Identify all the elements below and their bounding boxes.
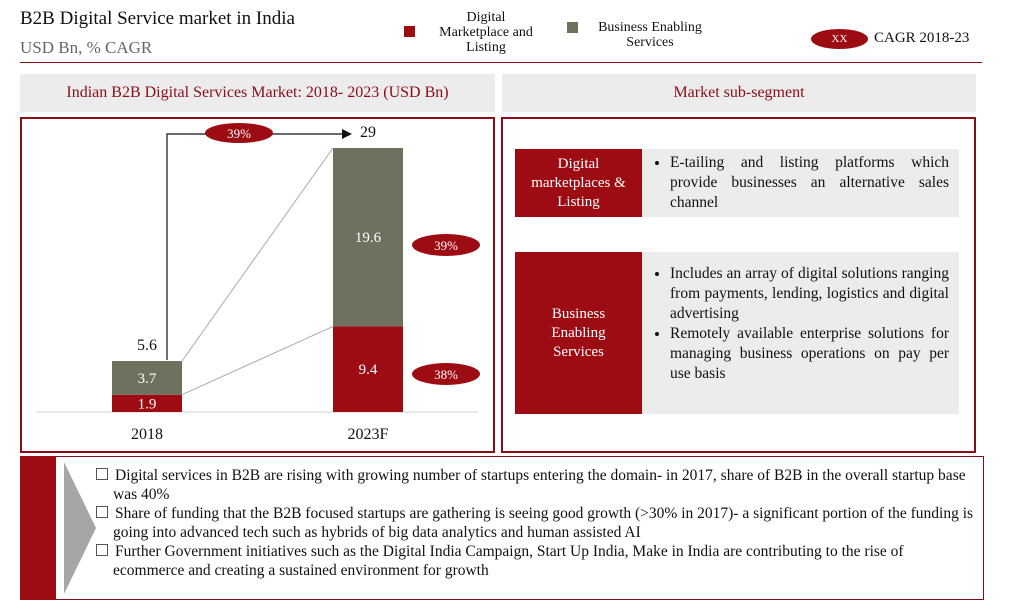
total-cagr-oval (205, 123, 273, 143)
bar-value-label: 19.6 (355, 230, 382, 246)
segment-bullet: Includes an array of digital solutions r… (670, 264, 949, 324)
segment-description-enabling: Includes an array of digital solutions r… (642, 252, 959, 414)
legend-label-enabling: Business Enabling Services (598, 20, 702, 50)
checkbox-square-icon (96, 468, 108, 481)
legend-swatch-marketplace (404, 26, 415, 37)
cagr-legend-label: CAGR 2018-23 (874, 30, 970, 46)
x-tick-label: 2018 (131, 426, 163, 443)
header-divider (20, 62, 982, 63)
connector-line (181, 147, 334, 362)
checkbox-square-icon (96, 506, 108, 519)
takeaway-item: Share of funding that the B2B focused st… (96, 504, 976, 542)
chart-panel-title: Indian B2B Digital Services Market: 2018… (20, 74, 495, 112)
bar-total-label: 5.6 (137, 337, 157, 354)
series-cagr-label: 39% (434, 238, 458, 253)
bar-segment (333, 326, 403, 412)
segment-description-marketplaces: E-tailing and listing platforms which pr… (642, 149, 959, 217)
segment-frame (501, 117, 976, 453)
segment-panel-title: Market sub-segment (502, 74, 976, 112)
bar-total-label: 29 (360, 124, 376, 141)
connector-line (181, 325, 334, 396)
takeaway-item: Further Government initiatives such as t… (96, 542, 976, 580)
bar-segment (333, 148, 403, 327)
checkbox-square-icon (96, 544, 108, 557)
takeaways-accent-bar (20, 456, 56, 600)
cagr-arrow-line (166, 133, 342, 361)
stacked-bar-chart: 1.9 3.7 5.6 2018 9.4 19.6 29 2023F 39% 39% 38% (36, 123, 480, 443)
takeaways-list: Digital services in B2B are rising with … (96, 466, 976, 580)
segment-label-enabling: Business Enabling Services (515, 252, 642, 414)
series-cagr-oval (412, 234, 480, 256)
bar-segment (112, 394, 182, 412)
segment-bullet: Remotely available enterprise solutions … (670, 324, 949, 384)
bar-value-label: 9.4 (359, 362, 378, 378)
bar-segment (112, 361, 182, 395)
legend-label-marketplace: Digital Marketplace and Listing (439, 10, 533, 55)
page-subtitle: USD Bn, % CAGR (20, 38, 153, 57)
x-tick-label: 2023F (348, 426, 389, 443)
arrow-head-icon (342, 129, 352, 139)
bar-value-label: 1.9 (138, 396, 157, 412)
segment-bullet: E-tailing and listing platforms which pr… (670, 153, 949, 213)
series-cagr-label: 38% (434, 367, 458, 382)
segment-label-marketplaces: Digital marketplaces & Listing (515, 149, 642, 217)
page-title: B2B Digital Service market in India (20, 8, 295, 29)
total-cagr-label: 39% (227, 126, 251, 141)
cagr-badge: XX (811, 29, 868, 49)
chevron-right-icon (64, 462, 96, 594)
series-cagr-oval (412, 363, 480, 385)
chart-frame (20, 117, 495, 453)
legend-swatch-enabling (567, 22, 578, 33)
bar-value-label: 3.7 (138, 371, 157, 387)
takeaway-item: Digital services in B2B are rising with … (96, 466, 976, 504)
